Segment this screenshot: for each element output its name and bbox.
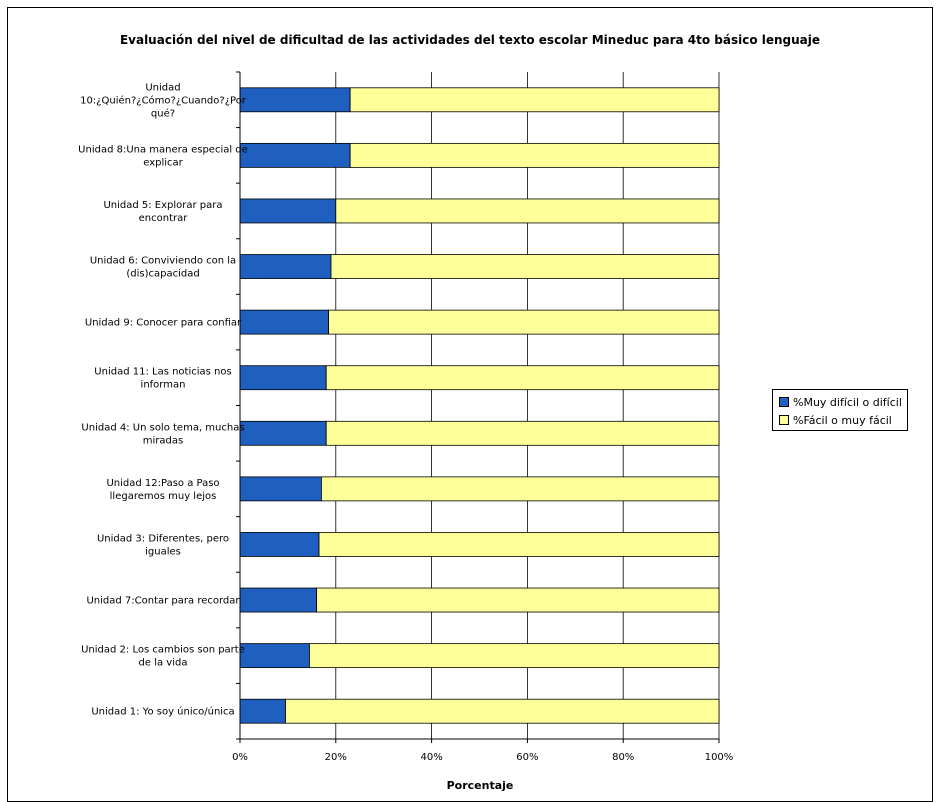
bar-hard xyxy=(239,142,351,168)
bar-easy xyxy=(318,532,720,557)
bar-hard xyxy=(239,254,332,279)
category-label: Unidad 2: Los cambios son parte de la vid… xyxy=(81,645,245,669)
bar-hard xyxy=(239,643,310,669)
bar-hard xyxy=(239,87,351,113)
category-label: Unidad 8:Una manera especial de explicar xyxy=(78,144,248,168)
x-tick-label: 80% xyxy=(612,752,634,763)
bar-easy xyxy=(309,643,720,669)
bar-easy xyxy=(325,365,720,391)
bar-easy xyxy=(330,254,720,279)
bar-hard xyxy=(239,420,327,446)
x-tick-label: 20% xyxy=(325,752,347,763)
bar-hard xyxy=(239,198,337,224)
x-tick-labels: 0% 20% 40% 60% 80% 100% xyxy=(232,752,733,763)
grid-lines xyxy=(335,72,720,739)
legend-item-hard: %Muy difícil o difícil xyxy=(779,395,902,409)
category-label: Unidad 11: Las noticias nos informan xyxy=(94,367,231,391)
bar-easy xyxy=(349,142,720,168)
bar-hard xyxy=(239,532,320,557)
bar-hard xyxy=(239,698,286,724)
category-label: Unidad 6: Conviviendo con la (dis)capacid… xyxy=(90,256,236,280)
legend-swatch-hard xyxy=(779,397,789,407)
bar-easy xyxy=(316,587,720,613)
bar-easy xyxy=(328,309,720,335)
x-axis-title: Porcentaje xyxy=(447,779,514,792)
bar-hard xyxy=(239,476,322,502)
x-tick-label: 0% xyxy=(232,752,248,763)
category-label: Unidad 1: Yo soy único/única xyxy=(91,706,234,718)
x-tick-label: 60% xyxy=(516,752,538,763)
legend-label-hard: %Muy difícil o difícil xyxy=(793,395,902,409)
category-label: Unidad 12:Paso a Paso llegaremos muy lejo… xyxy=(106,478,219,502)
bar-hard xyxy=(239,587,318,613)
bar-hard xyxy=(239,309,330,335)
legend-swatch-easy xyxy=(779,415,789,425)
legend-label-easy: %Fácil o muy fácil xyxy=(793,413,892,427)
axes xyxy=(236,71,720,743)
chart-title: Evaluación del nivel de dificultad de la… xyxy=(119,33,821,47)
bars xyxy=(239,87,720,724)
category-label: Unidad 9: Conocer para confiar xyxy=(85,318,242,329)
bar-easy xyxy=(325,420,720,446)
legend-item-easy: %Fácil o muy fácil xyxy=(779,413,892,427)
x-tick-label: 100% xyxy=(705,752,734,763)
bar-easy xyxy=(285,698,720,724)
category-label: Unidad 5: Explorar para encontrar xyxy=(103,200,222,224)
category-label: Unidad 7:Contar para recordar xyxy=(86,596,240,607)
bar-hard xyxy=(239,365,327,391)
bar-easy xyxy=(321,476,720,502)
x-tick-label: 40% xyxy=(420,752,442,763)
category-label: Unidad 3: Diferentes, pero iguales xyxy=(97,533,229,557)
bar-easy xyxy=(335,198,720,224)
category-label: Unidad 4: Un solo tema, muchas miradas xyxy=(81,422,244,446)
bar-easy xyxy=(349,87,720,113)
legend: %Muy difícil o difícil %Fácil o muy fáci… xyxy=(772,389,908,431)
category-label: Unidad 10:¿Quién?¿Cómo?¿Cuando?¿Por qué? xyxy=(80,82,247,119)
category-labels: Unidad 10:¿Quién?¿Cómo?¿Cuando?¿Por qué? Un… xyxy=(78,82,248,717)
